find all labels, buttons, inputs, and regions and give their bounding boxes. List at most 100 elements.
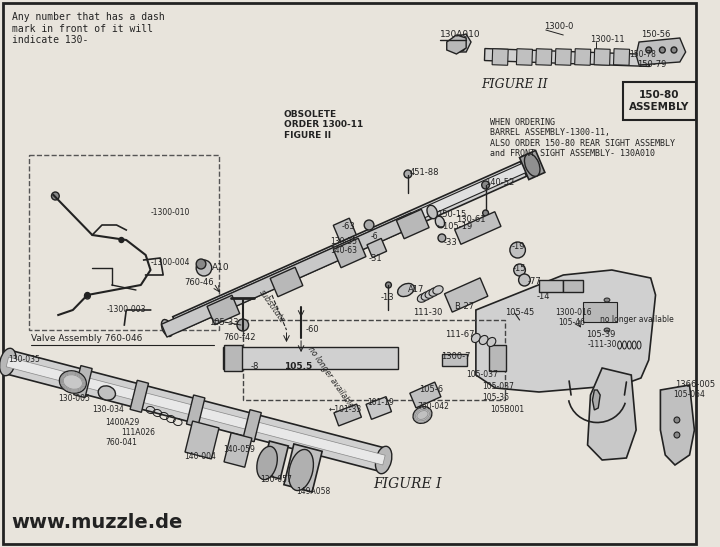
Text: -33: -33 — [444, 238, 458, 247]
Text: A10: A10 — [212, 263, 230, 272]
Ellipse shape — [436, 216, 444, 228]
Text: -15: -15 — [513, 264, 526, 273]
Bar — [563, 280, 582, 292]
Text: 101-19: 101-19 — [367, 398, 394, 407]
Bar — [613, 49, 629, 65]
Bar — [224, 433, 252, 467]
Text: 140-52: 140-52 — [485, 178, 515, 187]
Ellipse shape — [604, 328, 610, 332]
Ellipse shape — [397, 283, 414, 296]
Text: -111-30: -111-30 — [588, 340, 617, 349]
Polygon shape — [456, 34, 471, 52]
Text: 130-005: 130-005 — [58, 394, 90, 403]
Bar — [623, 82, 696, 120]
Ellipse shape — [482, 210, 488, 216]
Ellipse shape — [196, 260, 212, 276]
Bar — [333, 218, 356, 242]
Text: 150-78: 150-78 — [629, 50, 656, 59]
Text: 111-30: 111-30 — [413, 308, 442, 317]
Text: -31: -31 — [369, 254, 382, 263]
Ellipse shape — [518, 274, 530, 286]
Text: A17: A17 — [408, 285, 424, 294]
Polygon shape — [446, 35, 466, 54]
Bar — [520, 150, 545, 179]
Ellipse shape — [487, 337, 496, 347]
Text: Any number that has a dash
mark in front of it will
indicate 130-: Any number that has a dash mark in front… — [12, 12, 164, 45]
Ellipse shape — [671, 47, 677, 53]
Text: 111-67: 111-67 — [445, 330, 474, 339]
Text: -77: -77 — [527, 277, 541, 286]
Ellipse shape — [646, 47, 652, 53]
Text: 105-037: 105-037 — [482, 382, 515, 391]
Text: 1400A29: 1400A29 — [105, 418, 139, 427]
Text: substitute: substitute — [257, 288, 287, 325]
Text: -60: -60 — [306, 325, 320, 334]
Ellipse shape — [364, 220, 374, 230]
Bar — [539, 280, 563, 292]
Bar — [223, 347, 398, 369]
Ellipse shape — [0, 348, 16, 376]
Ellipse shape — [514, 264, 526, 276]
Ellipse shape — [438, 234, 446, 242]
Ellipse shape — [457, 43, 465, 51]
Polygon shape — [660, 385, 694, 465]
Bar — [366, 397, 392, 420]
Bar — [261, 441, 288, 479]
Text: 150-79: 150-79 — [637, 60, 667, 69]
Ellipse shape — [674, 417, 680, 423]
Text: 150-15: 150-15 — [437, 210, 467, 219]
Text: -8: -8 — [251, 362, 259, 371]
Polygon shape — [476, 270, 655, 392]
Bar — [270, 267, 303, 296]
Bar — [173, 161, 526, 331]
Bar — [455, 212, 501, 245]
Text: 105-45: 105-45 — [505, 308, 534, 317]
Text: 150-56: 150-56 — [641, 30, 670, 39]
Ellipse shape — [418, 294, 428, 302]
Ellipse shape — [119, 237, 124, 242]
Bar — [334, 404, 361, 426]
Text: -14: -14 — [537, 292, 551, 301]
Ellipse shape — [529, 290, 539, 300]
Ellipse shape — [404, 170, 412, 178]
Ellipse shape — [425, 290, 436, 298]
Text: 105-46: 105-46 — [559, 318, 585, 327]
Text: -19: -19 — [512, 242, 526, 251]
Bar — [516, 49, 533, 65]
Text: B 27: B 27 — [454, 302, 474, 311]
Bar — [225, 345, 242, 371]
Bar — [207, 295, 240, 325]
Ellipse shape — [604, 298, 610, 302]
Bar — [130, 380, 148, 412]
Text: 150-80
ASSEMBLY: 150-80 ASSEMBLY — [629, 90, 690, 112]
Bar — [188, 161, 531, 322]
Text: ←105-19: ←105-19 — [437, 222, 473, 231]
Text: 105-037: 105-037 — [466, 370, 498, 379]
Ellipse shape — [413, 406, 432, 423]
Text: Valve Assembly 760-046: Valve Assembly 760-046 — [31, 334, 143, 343]
Bar — [73, 365, 92, 398]
Bar — [186, 395, 205, 427]
Ellipse shape — [51, 192, 59, 200]
Text: ←101-33: ←101-33 — [328, 405, 361, 414]
Ellipse shape — [660, 47, 665, 53]
Text: -1300-003: -1300-003 — [107, 305, 146, 314]
Text: 149A058: 149A058 — [296, 487, 330, 496]
Text: -1300-010: -1300-010 — [150, 208, 190, 217]
Bar — [492, 49, 508, 65]
Text: 130-034: 130-034 — [92, 405, 124, 414]
Text: 105-36: 105-36 — [482, 393, 510, 402]
Text: 1300-016: 1300-016 — [556, 308, 592, 317]
Bar — [2, 350, 390, 473]
Bar — [536, 49, 552, 65]
Text: 105-33: 105-33 — [209, 318, 238, 327]
Text: 1300-7: 1300-7 — [441, 352, 470, 361]
Bar — [367, 238, 387, 258]
Text: no longer available: no longer available — [600, 315, 674, 324]
Text: -6: -6 — [371, 232, 379, 241]
Ellipse shape — [427, 205, 437, 219]
Ellipse shape — [385, 282, 392, 288]
Ellipse shape — [59, 371, 86, 393]
Text: 105-6: 105-6 — [420, 385, 444, 394]
Text: 140-63: 140-63 — [330, 246, 357, 255]
